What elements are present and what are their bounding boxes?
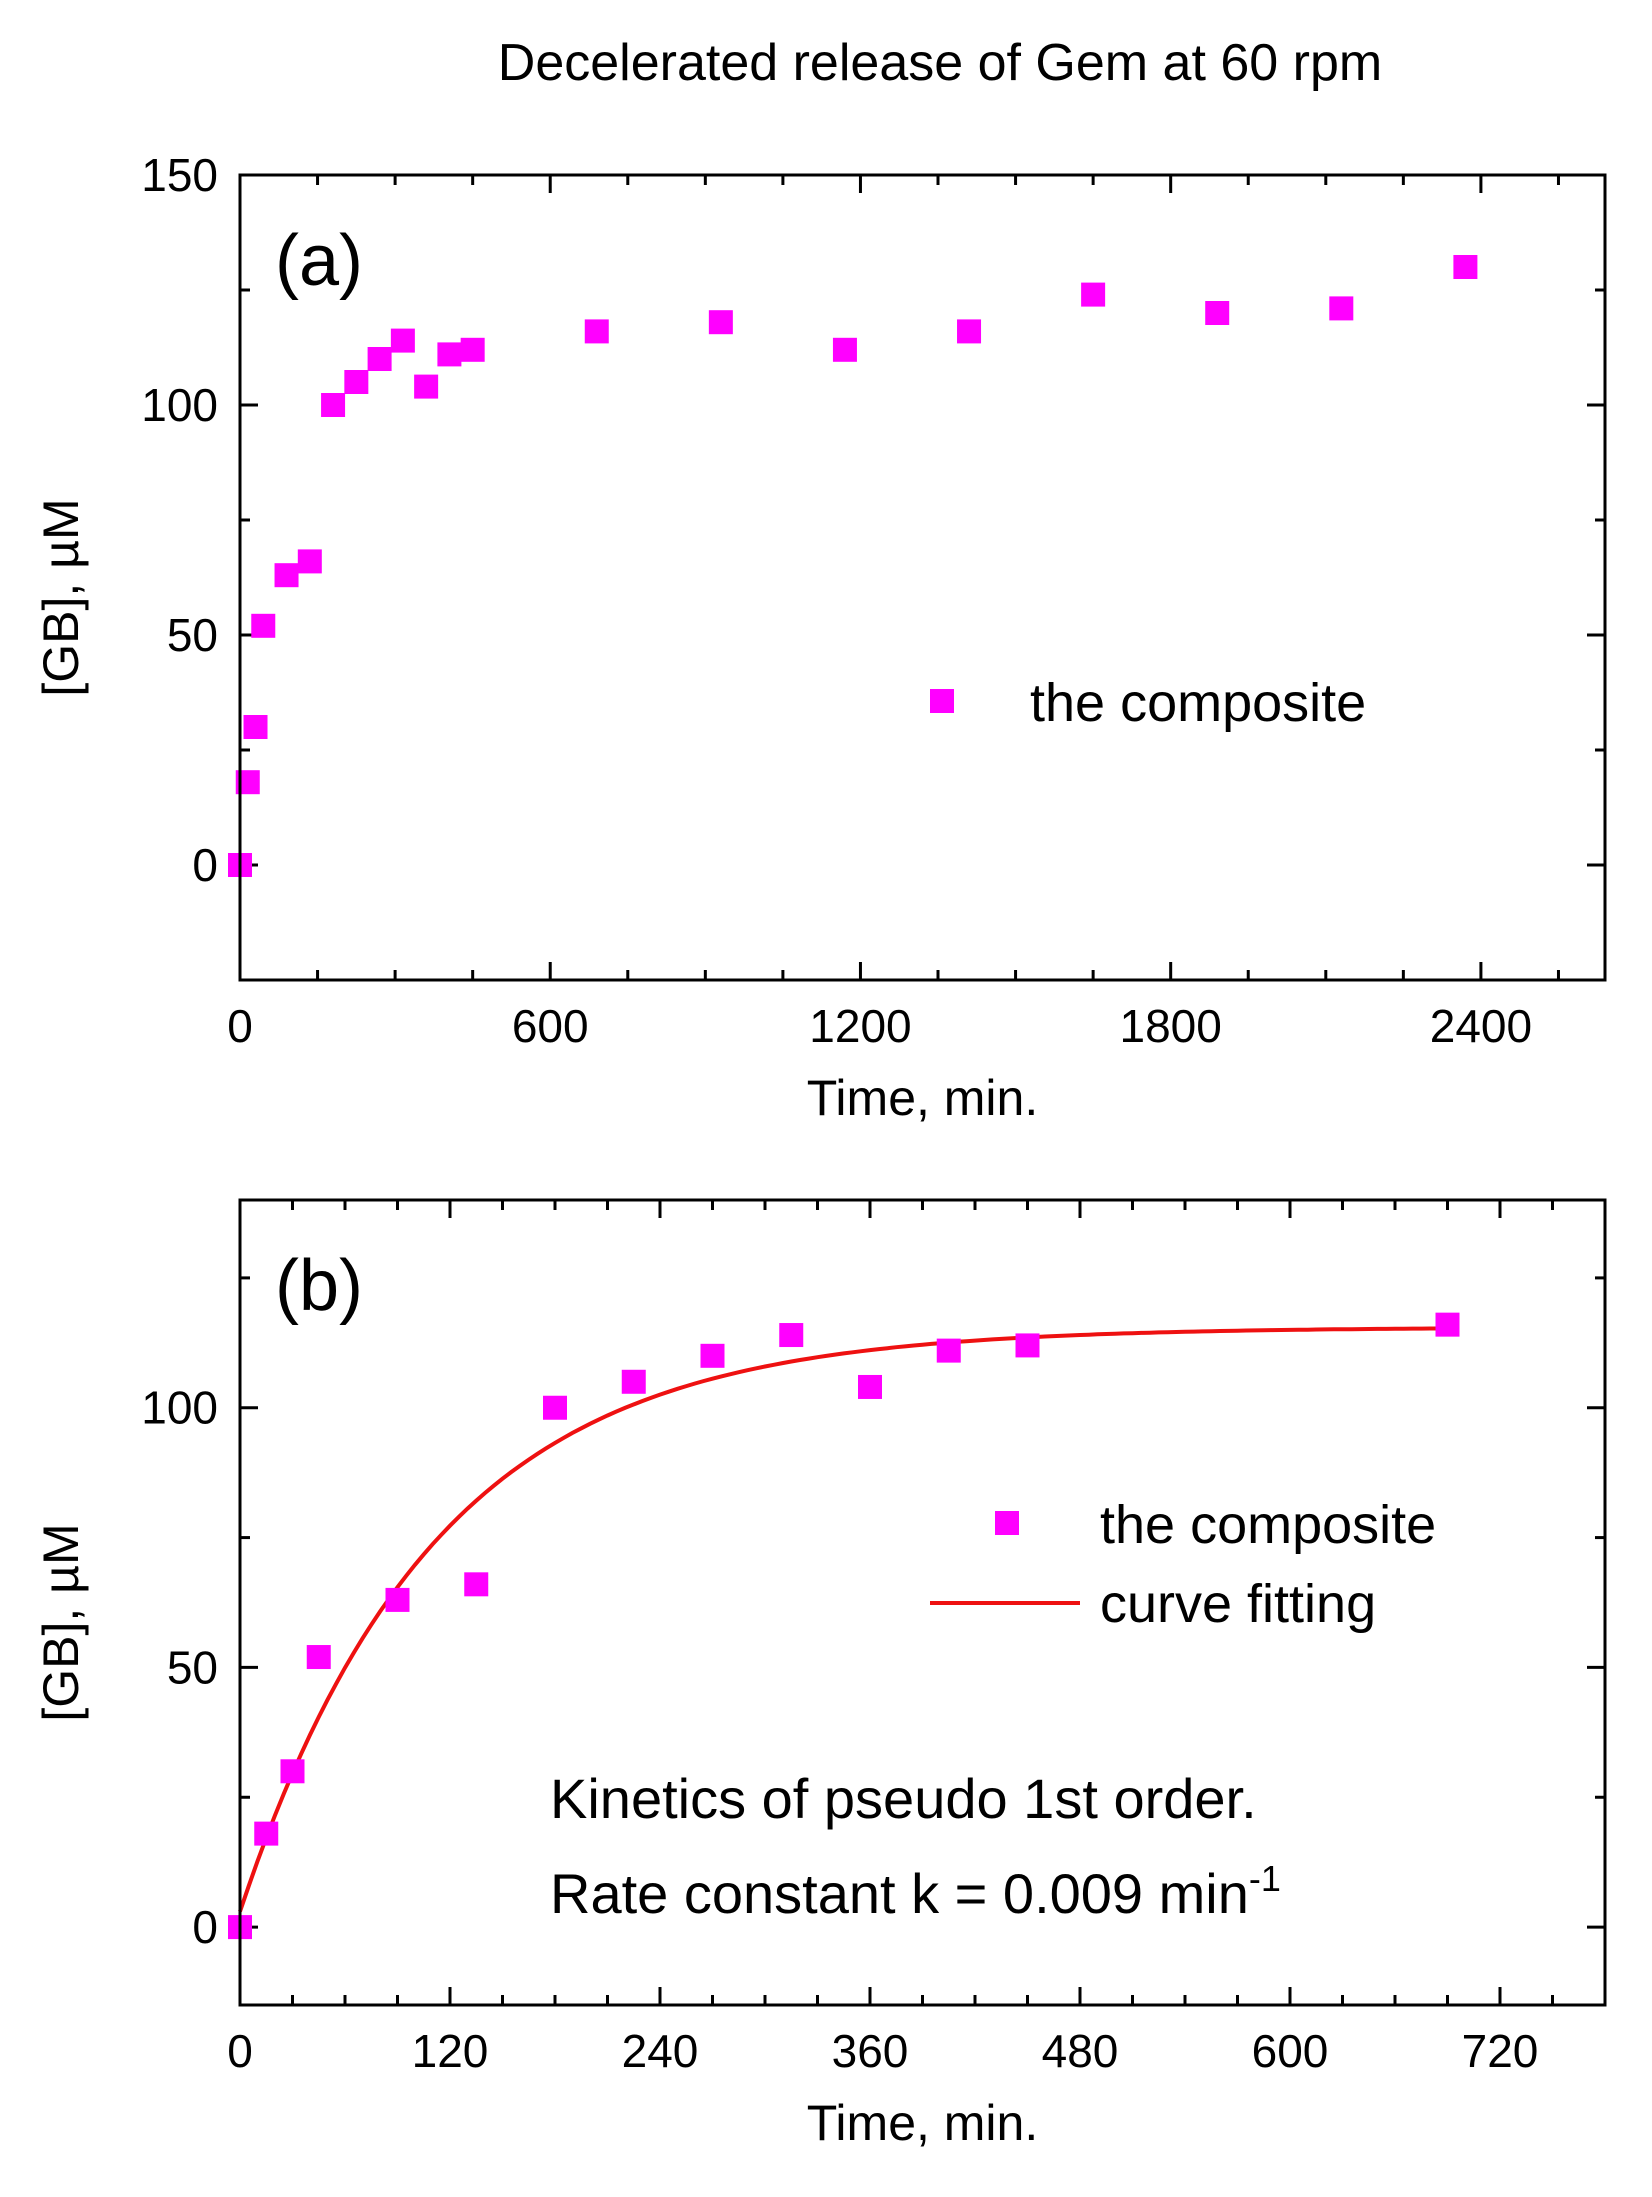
data-point [1081,282,1106,307]
data-point [437,342,462,367]
panel-a-label: (a) [275,221,363,301]
data-point [306,1645,331,1670]
data-point [385,1587,410,1612]
panel-b-frame [238,1198,1607,2007]
annotation-rate-constant-text: Rate constant k = 0.009 min [550,1862,1249,1925]
data-point [700,1343,725,1368]
y-tick-label: 50 [167,609,218,661]
panel-a-ticks: 0 600 1200 1800 2400 0 50 100 150 [141,149,1605,1052]
data-point [621,1369,646,1394]
data-point [274,563,299,588]
data-point [936,1338,961,1363]
legend-label-curve-fitting: curve fitting [1100,1574,1376,1634]
data-point [779,1323,804,1348]
data-point [858,1374,882,1399]
panel-a-x-axis-label: Time, min. [807,1070,1039,1126]
x-tick-label: 240 [622,2025,699,2077]
data-point [280,1759,305,1784]
data-point [344,370,369,394]
x-tick-label: 1200 [809,1000,911,1052]
data-point [321,393,346,417]
panel-a-legend: the composite [930,673,1366,733]
panel-a-frame [238,173,1607,982]
legend-label-the-composite: the composite [1030,673,1366,733]
x-tick-label: 480 [1042,2025,1119,2077]
data-point [832,337,857,362]
annotation-kinetics: Kinetics of pseudo 1st order. [550,1767,1257,1830]
data-point [708,310,733,335]
data-point [957,319,982,344]
data-point [390,328,415,353]
y-tick-label: 50 [167,1641,218,1693]
panel-b-x-axis-label: Time, min. [807,2095,1039,2151]
data-point [1329,296,1354,321]
data-point [297,549,322,574]
x-tick-label: 360 [832,2025,909,2077]
data-point [464,1572,489,1597]
x-tick-label: 600 [512,1000,589,1052]
x-tick-label: 0 [227,2025,253,2077]
panel-a-markers [228,255,1478,877]
panel-b-markers [228,1312,1460,1940]
legend-marker-square [995,1511,1019,1535]
x-tick-label: 0 [227,1000,253,1052]
data-point [367,347,392,371]
data-point [1205,301,1230,325]
annotation-rate-constant-superscript: -1 [1249,1858,1281,1899]
y-tick-label: 150 [141,149,218,201]
y-tick-label: 100 [141,1382,218,1434]
data-point [243,715,268,739]
panel-b-label: (b) [275,1246,363,1326]
panel-b-y-axis-label: [GB], µM [33,1523,89,1721]
data-point [1453,255,1478,279]
x-tick-label: 600 [1252,2025,1329,2077]
data-point [251,613,276,638]
data-point [1435,1312,1460,1337]
data-point [254,1821,279,1846]
panel-b-legend: the composite curve fitting [930,1495,1436,1634]
fit-curve-line [238,1326,1448,1913]
panel-a-y-axis-label: [GB], µM [33,498,89,696]
panel-a: 0 600 1200 1800 2400 0 50 100 150 (a) Time, min.… [33,149,1607,1126]
data-point [460,337,485,362]
figure-title: Decelerated release of Gem at 60 rpm [498,34,1382,92]
y-tick-label: 0 [192,839,218,891]
data-point [414,374,439,399]
x-tick-label: 720 [1462,2025,1539,2077]
x-tick-label: 2400 [1430,1000,1532,1052]
x-tick-label: 1800 [1120,1000,1222,1052]
data-point [543,1395,567,1420]
x-tick-label: 120 [412,2025,489,2077]
y-tick-label: 100 [141,379,218,431]
legend-marker-square [930,689,954,713]
y-tick-label: 0 [192,1901,218,1953]
panel-b: 0 120 240 360 480 600 720 0 50 100 (b) Time, min.… [33,1198,1607,2151]
legend-label-the-composite: the composite [1100,1495,1436,1555]
data-point [1015,1333,1040,1358]
annotation-rate-constant: Rate constant k = 0.009 min-1 [550,1858,1281,1925]
data-point [584,319,609,344]
